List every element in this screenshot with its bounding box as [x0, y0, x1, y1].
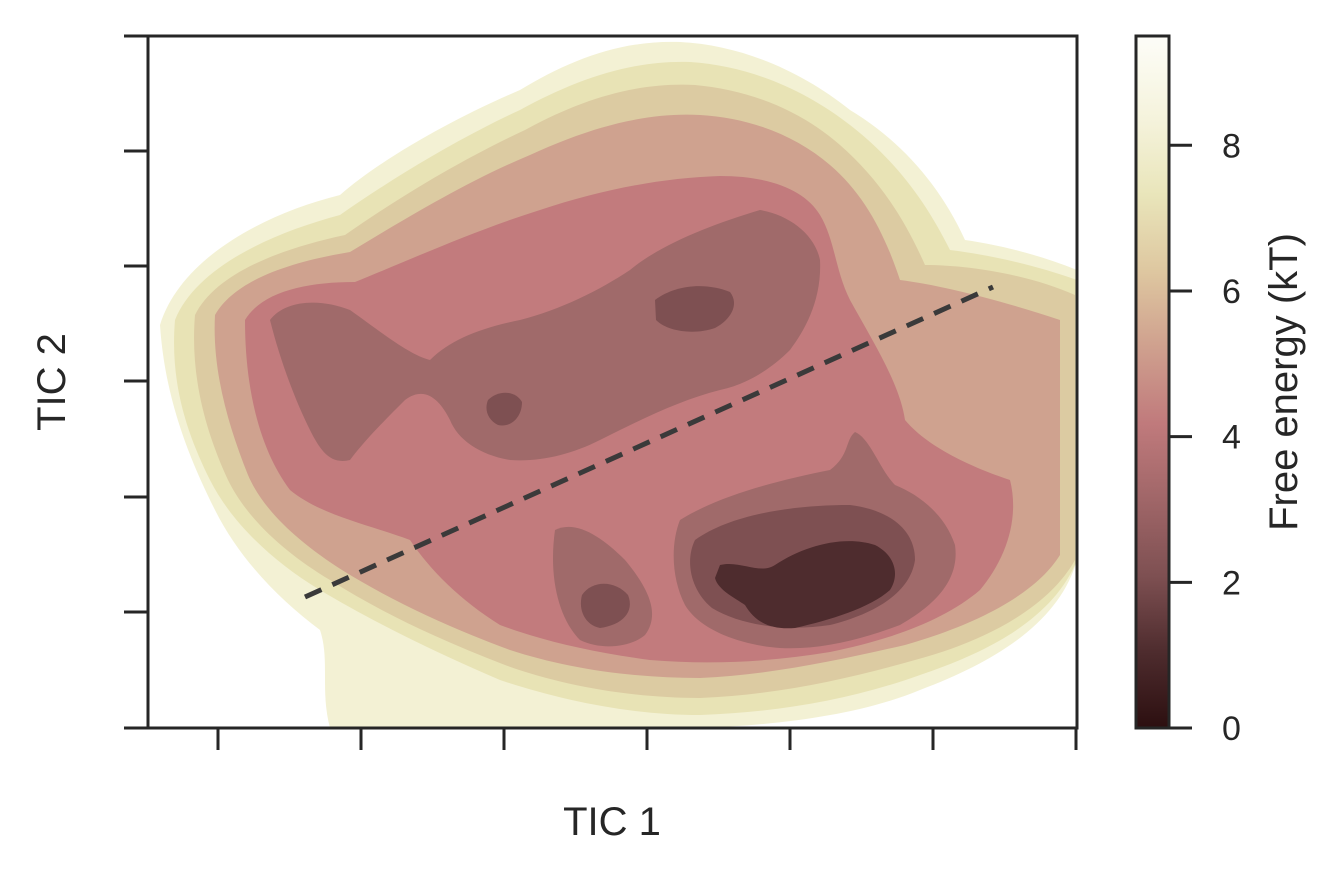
y-axis-label: TIC 2 — [30, 333, 74, 431]
colorbar-tick-label: 6 — [1222, 273, 1241, 311]
y-axis-ticks — [124, 34, 148, 730]
x-axis-label: TIC 1 — [563, 800, 661, 844]
colorbar-label: Free energy (kT) — [1262, 233, 1306, 531]
colorbar-tick-label: 0 — [1222, 710, 1241, 748]
contour-level-3-upper — [270, 210, 821, 461]
colorbar-gradient — [1134, 34, 1171, 730]
colorbar-tick-label: 4 — [1222, 419, 1241, 457]
contour-level-2-a — [655, 286, 735, 332]
colorbar-tick-label: 8 — [1222, 127, 1241, 165]
contour-level-2-b — [486, 392, 522, 426]
contour-surface — [160, 41, 1077, 728]
contour-level-2-c — [580, 583, 630, 628]
colorbar: 0 2 4 6 8 Free energy (kT) — [1134, 34, 1306, 748]
colorbar-tick-label: 2 — [1222, 564, 1241, 602]
dividing-dashed-line — [303, 284, 995, 600]
contour-level-1 — [715, 541, 895, 629]
colorbar-ticks: 0 2 4 6 8 — [1169, 127, 1241, 748]
x-axis-ticks — [216, 728, 1078, 750]
